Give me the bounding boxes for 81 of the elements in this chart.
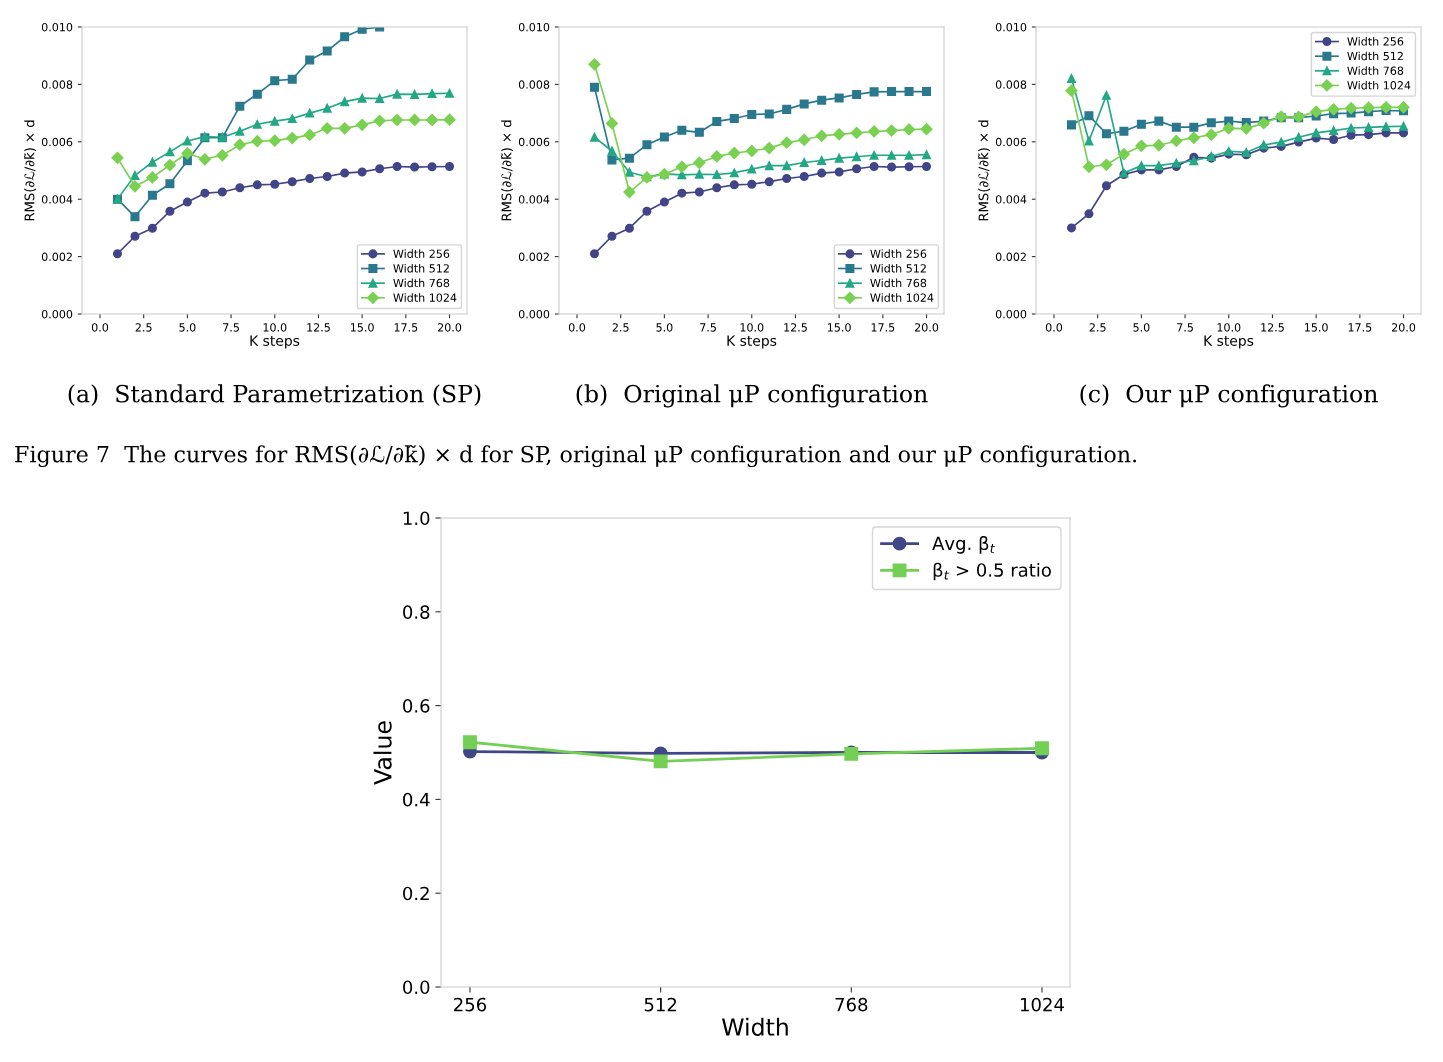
legend-label: Width 768 <box>393 278 450 288</box>
y-tick-label: 0.006 <box>41 137 73 147</box>
caption: Figure 7 The curves for RMS(∂ℒ/∂k̃) × d for SP, original μP configuration and our μP configuration. <box>15 444 1137 468</box>
x-axis-title: K steps <box>727 335 777 349</box>
legend-label: Width 768 <box>1347 66 1404 75</box>
y-tick-label: 0.0 <box>403 980 430 995</box>
legend-label: Width 256 <box>1347 37 1404 46</box>
x-tick-label: 2.5 <box>1089 323 1106 332</box>
x-tick-label: 15.0 <box>350 323 374 332</box>
x-axis-title: K steps <box>250 335 300 349</box>
x-tick-label: 20.0 <box>1391 323 1416 332</box>
x-tick-label: 512 <box>644 997 677 1012</box>
legend-label: Width 1024 <box>870 293 934 302</box>
x-tick-label: 12.5 <box>1261 323 1284 332</box>
x-tick-label: 10.0 <box>263 323 287 332</box>
x-tick-label: 0.0 <box>568 323 586 332</box>
x-tick-label: 20.0 <box>437 323 462 332</box>
x-tick-label: 5.0 <box>656 323 673 332</box>
x-tick-label: 5.0 <box>1133 323 1150 332</box>
x-tick-label: 1024 <box>1020 997 1064 1012</box>
x-tick-label: 15.0 <box>827 323 851 332</box>
text: (a) Standard Parametrization (SP) <box>68 384 481 406</box>
y-tick-label: 0.6 <box>403 699 430 713</box>
y-tick-label: 0.000 <box>41 309 73 319</box>
y-tick-label: 0.008 <box>41 80 73 89</box>
text: (b) Original μP configuration <box>576 384 928 408</box>
y-tick-label: 0.010 <box>41 22 73 32</box>
legend-label: Avg. β$_{t}$ <box>932 536 996 554</box>
y-tick-label: 0.008 <box>995 80 1027 89</box>
y-tick-label: 0.000 <box>995 309 1027 319</box>
x-tick-label: 20.0 <box>914 323 939 332</box>
legend-label: Width 512 <box>870 263 926 273</box>
y-tick-label: 0.004 <box>518 195 550 204</box>
y-tick-label: 0.000 <box>518 309 550 319</box>
legend-label: Width 1024 <box>393 293 457 302</box>
legend-label: Width 512 <box>1347 51 1403 61</box>
legend-label: Width 512 <box>393 263 449 273</box>
y-tick-label: 0.004 <box>995 195 1027 204</box>
x-tick-label: 10.0 <box>1217 323 1241 332</box>
y-tick-label: 0.2 <box>403 886 429 901</box>
x-tick-label: 10.0 <box>740 323 764 332</box>
x-axis-title: K steps <box>1204 335 1254 349</box>
x-tick-label: 17.5 <box>394 323 418 332</box>
y-axis-title: RMS(∂ℒ/∂k̃) × d <box>501 120 513 221</box>
x-tick-label: 12.5 <box>784 323 807 332</box>
y-axis-title: RMS(∂ℒ/∂k̃) × d <box>24 120 36 221</box>
x-tick-label: 768 <box>835 997 868 1012</box>
y-tick-label: 0.004 <box>41 195 73 204</box>
y-tick-label: 0.006 <box>995 137 1027 147</box>
y-axis-title: RMS(∂ℒ/∂k̃) × d <box>978 120 990 221</box>
y-tick-label: 0.010 <box>995 22 1027 32</box>
x-tick-label: 7.5 <box>700 323 716 332</box>
x-tick-label: 15.0 <box>1304 323 1328 332</box>
y-tick-label: 0.006 <box>518 137 550 147</box>
y-tick-label: 0.8 <box>403 605 430 619</box>
x-tick-label: 0.0 <box>91 323 109 332</box>
legend-label: β$_{t}$ > 0.5 ratio <box>933 562 1051 581</box>
y-tick-label: 0.002 <box>41 252 72 261</box>
legend-label: Width 768 <box>870 278 927 288</box>
y-tick-label: 0.002 <box>518 252 549 261</box>
y-tick-label: 1.0 <box>403 511 430 526</box>
x-tick-label: 17.5 <box>1348 323 1372 332</box>
x-tick-label: 7.5 <box>1177 323 1193 332</box>
x-tick-label: 7.5 <box>223 323 239 332</box>
x-tick-label: 5.0 <box>179 323 196 332</box>
y-axis-title: Value <box>373 721 392 785</box>
legend-label: Width 256 <box>870 249 927 258</box>
text: (c) Our μP configuration <box>1080 384 1378 408</box>
x-tick-label: 12.5 <box>307 323 330 332</box>
legend-label: Width 256 <box>393 249 450 258</box>
y-tick-label: 0.010 <box>518 22 550 32</box>
x-tick-label: 17.5 <box>871 323 895 332</box>
x-tick-label: 256 <box>454 997 487 1012</box>
y-tick-label: 0.002 <box>995 252 1026 261</box>
x-tick-label: 2.5 <box>135 323 152 332</box>
x-axis-title: Width <box>721 1017 788 1036</box>
y-tick-label: 0.4 <box>403 792 430 807</box>
legend-label: Width 1024 <box>1347 80 1411 90</box>
x-tick-label: 2.5 <box>612 323 629 332</box>
y-tick-label: 0.008 <box>518 80 550 89</box>
x-tick-label: 0.0 <box>1045 323 1063 332</box>
